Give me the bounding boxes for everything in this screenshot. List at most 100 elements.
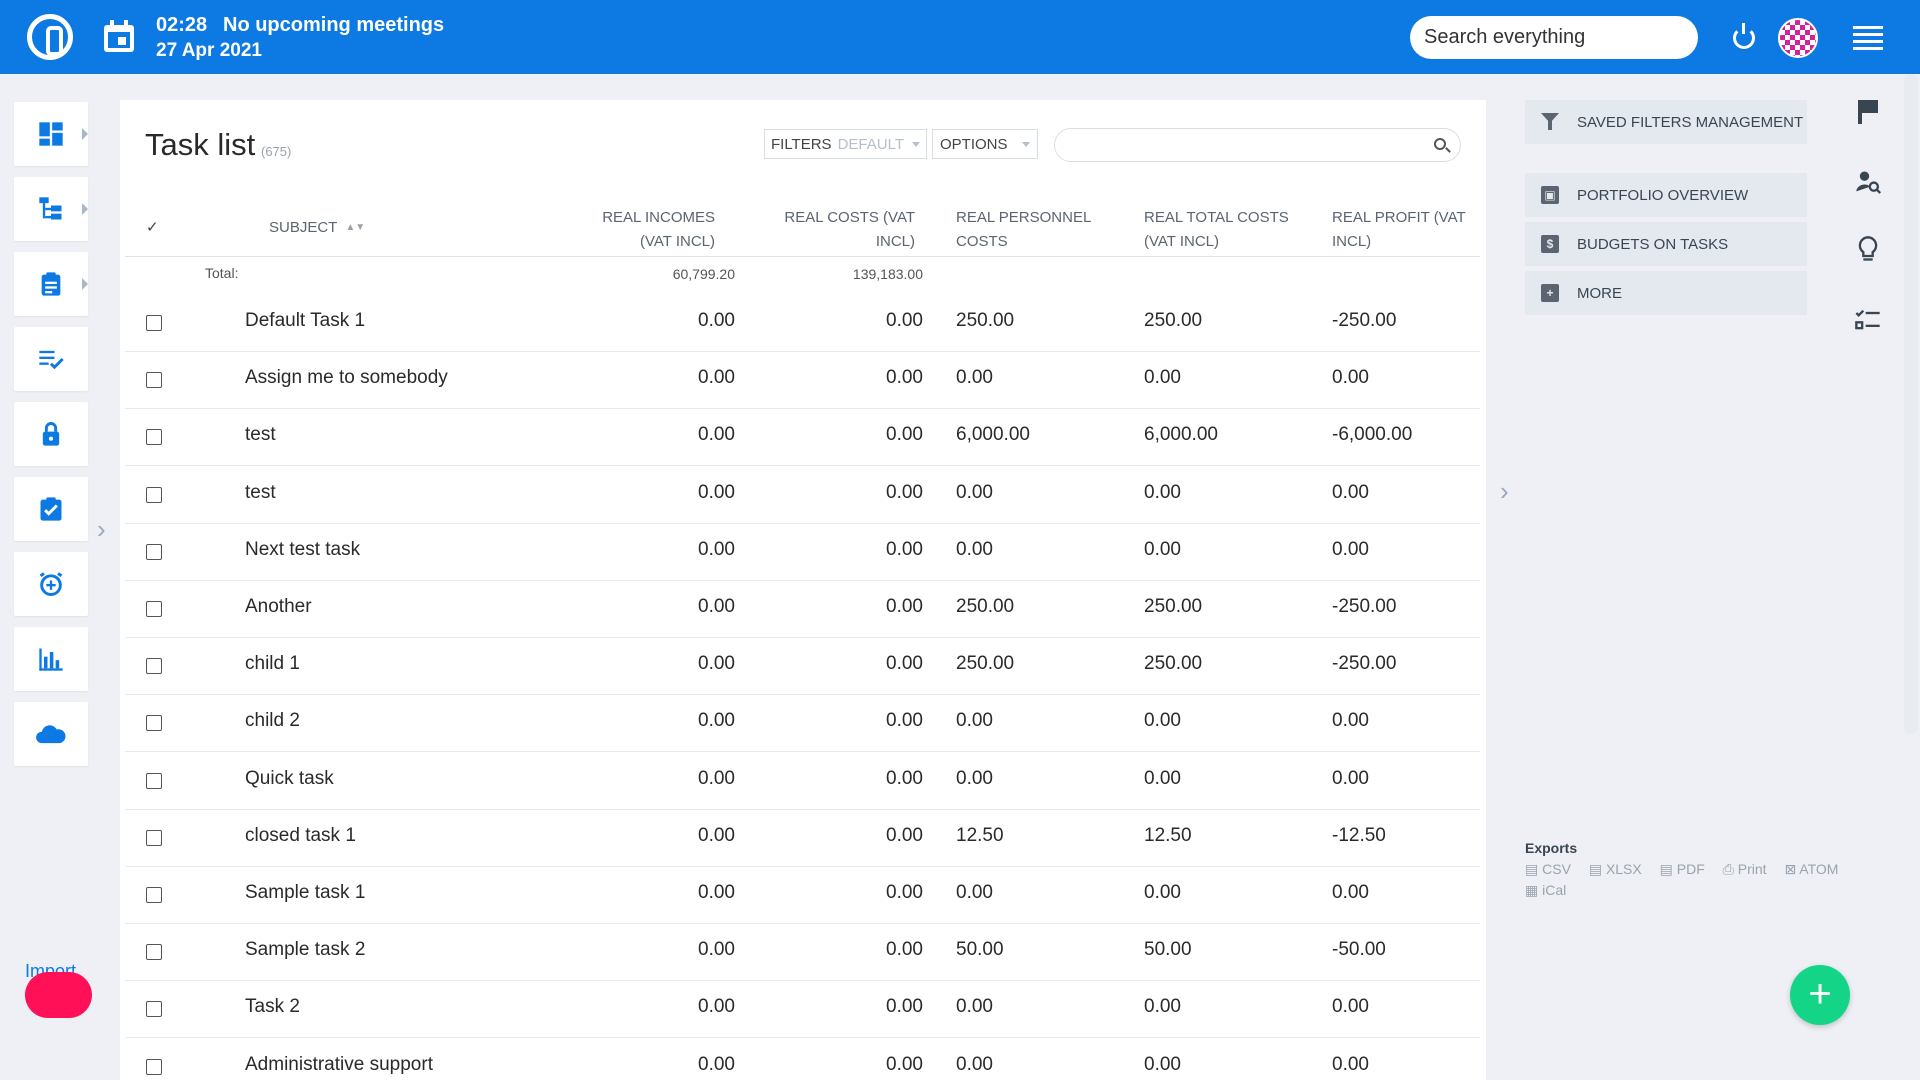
nav-dashboard[interactable]	[14, 102, 88, 166]
search-icon[interactable]	[1434, 138, 1446, 150]
user-search-icon[interactable]	[1854, 168, 1882, 196]
table-row[interactable]: Another 0.00 0.00 250.00 250.00 -250.00	[125, 580, 1480, 638]
select-all-checkbox[interactable]: ✓	[146, 219, 159, 236]
table-row[interactable]: Task 2 0.00 0.00 0.00 0.00 0.00	[125, 980, 1480, 1039]
row-checkbox[interactable]	[146, 1001, 162, 1018]
real-profit-cell: -6,000.00	[1332, 424, 1413, 446]
page-scrollbar[interactable]	[1904, 74, 1918, 734]
table-row[interactable]: child 1 0.00 0.00 250.00 250.00 -250.00	[125, 637, 1480, 696]
nav-cloud[interactable]	[14, 702, 88, 766]
table-row[interactable]: test 0.00 0.00 0.00 0.00 0.00	[125, 466, 1480, 524]
real-total-costs-cell: 0.00	[1144, 996, 1181, 1018]
nav-timer[interactable]	[14, 552, 88, 616]
meeting-status[interactable]: No upcoming meetings	[223, 14, 445, 36]
table-row[interactable]: Next test task 0.00 0.00 0.00 0.00 0.00	[125, 523, 1480, 581]
export-atom-link[interactable]: ⊠ ATOM	[1784, 861, 1839, 877]
real-incomes-cell: 0.00	[698, 424, 735, 446]
table-row[interactable]: closed task 1 0.00 0.00 12.50 12.50 -12.50	[125, 809, 1480, 867]
table-row[interactable]: Quick task 0.00 0.00 0.00 0.00 0.00	[125, 752, 1480, 810]
export-xlsx-link[interactable]: ▤ XLSX	[1588, 861, 1642, 877]
task-subject-link[interactable]: test	[245, 481, 276, 503]
table-row[interactable]: Default Task 1 0.00 0.00 250.00 250.00 -250.0…	[125, 294, 1480, 352]
nav-tasks[interactable]	[14, 252, 88, 316]
export-ical-link[interactable]: ▦ iCal	[1525, 882, 1567, 898]
task-subject-link[interactable]: Assign me to somebody	[245, 367, 448, 389]
table-row[interactable]: Sample task 2 0.00 0.00 50.00 50.00 -50.00	[125, 923, 1480, 982]
budgets-on-tasks-button[interactable]: $ BUDGETS ON TASKS	[1525, 222, 1807, 266]
table-row[interactable]: child 2 0.00 0.00 0.00 0.00 0.00	[125, 694, 1480, 753]
task-subject-link[interactable]: Default Task 1	[245, 310, 366, 331]
task-subject-link[interactable]: closed task 1	[245, 824, 356, 846]
saved-filters-button[interactable]: SAVED FILTERS MANAGEMENT	[1525, 100, 1807, 144]
task-subject-link[interactable]: Sample task 1	[245, 882, 366, 903]
checklist-icon[interactable]	[1854, 306, 1882, 334]
power-icon[interactable]	[1733, 23, 1755, 49]
row-checkbox[interactable]	[146, 429, 162, 446]
exports-title: Exports	[1525, 840, 1578, 856]
export-csv-link[interactable]: ▤ CSV	[1525, 861, 1571, 877]
real-profit-cell: -250.00	[1332, 653, 1397, 675]
column-subject[interactable]: SUBJECT ▲▼	[269, 216, 365, 240]
row-checkbox[interactable]	[146, 715, 162, 732]
task-subject-link[interactable]: Administrative support	[245, 1053, 433, 1075]
real-costs-cell: 0.00	[886, 424, 923, 446]
import-button[interactable]	[25, 972, 92, 1018]
column-real-costs[interactable]: REAL COSTS (VAT INCL)	[784, 209, 915, 250]
lightbulb-icon[interactable]	[1854, 235, 1882, 263]
expand-sidebar-chevron-icon[interactable]: ›	[97, 514, 106, 544]
expand-panel-chevron-icon[interactable]: ›	[1500, 476, 1509, 506]
sort-icon[interactable]: ▲▼	[345, 222, 366, 233]
task-subject-link[interactable]: Next test task	[245, 538, 361, 560]
task-subject-link[interactable]: Sample task 2	[245, 939, 366, 961]
calendar-icon[interactable]	[104, 20, 134, 52]
current-time: 02:28	[156, 14, 208, 36]
nav-checklist[interactable]	[14, 327, 88, 391]
real-costs-cell: 0.00	[886, 1053, 923, 1075]
row-checkbox[interactable]	[146, 887, 162, 903]
table-row[interactable]: Sample task 1 0.00 0.00 0.00 0.00 0.00	[125, 866, 1480, 924]
nav-assigned-tasks[interactable]	[14, 477, 88, 541]
saved-filters-label: SAVED FILTERS MANAGEMENT	[1577, 113, 1804, 131]
row-checkbox[interactable]	[146, 1058, 162, 1075]
logo-icon[interactable]	[27, 14, 73, 60]
task-subject-link[interactable]: child 2	[245, 710, 300, 732]
real-total-costs-cell: 250.00	[1144, 310, 1203, 331]
nav-projects[interactable]	[14, 177, 88, 241]
row-checkbox[interactable]	[146, 944, 162, 961]
row-checkbox[interactable]	[146, 658, 162, 675]
row-checkbox[interactable]	[146, 829, 162, 846]
column-real-profit[interactable]: REAL PROFIT (VAT INCL)	[1332, 209, 1466, 250]
task-subject-link[interactable]: Another	[245, 596, 312, 617]
task-subject-link[interactable]: child 1	[245, 653, 300, 675]
avatar[interactable]	[1778, 18, 1818, 58]
task-subject-link[interactable]: Quick task	[245, 767, 334, 789]
checklist-icon	[39, 350, 64, 370]
nav-security[interactable]	[14, 402, 88, 466]
table-search-input[interactable]	[1054, 128, 1461, 162]
task-subject-link[interactable]: Task 2	[245, 996, 300, 1018]
options-dropdown[interactable]: OPTIONS	[932, 129, 1038, 159]
export-print-link[interactable]: ⎙ Print	[1722, 861, 1767, 877]
filters-dropdown[interactable]: FILTERS DEFAULT	[764, 129, 927, 159]
global-search-input[interactable]	[1410, 16, 1698, 59]
column-real-incomes[interactable]: REAL INCOMES (VAT INCL)	[602, 209, 715, 250]
table-row[interactable]: test 0.00 0.00 6,000.00 6,000.00 -6,000.00	[125, 408, 1480, 467]
column-real-personnel-costs[interactable]: REAL PERSONNEL COSTS	[956, 209, 1091, 250]
column-real-total-costs[interactable]: REAL TOTAL COSTS (VAT INCL)	[1144, 209, 1289, 250]
row-checkbox[interactable]	[146, 601, 162, 617]
row-checkbox[interactable]	[146, 372, 162, 389]
task-subject-link[interactable]: test	[245, 424, 276, 446]
more-button[interactable]: + MORE	[1525, 271, 1807, 315]
nav-reports[interactable]	[14, 627, 88, 691]
row-checkbox[interactable]	[146, 543, 162, 560]
flag-icon[interactable]	[1858, 100, 1878, 124]
row-checkbox[interactable]	[146, 486, 162, 503]
portfolio-overview-button[interactable]: ▣ PORTFOLIO OVERVIEW	[1525, 173, 1807, 217]
export-pdf-link[interactable]: ▤ PDF	[1659, 861, 1705, 877]
table-row[interactable]: Administrative support 0.00 0.00 0.00 0.00 0.…	[125, 1038, 1480, 1080]
row-checkbox[interactable]	[146, 772, 162, 789]
row-checkbox[interactable]	[146, 315, 162, 331]
add-new-button[interactable]: +	[1790, 965, 1850, 1025]
table-row[interactable]: Assign me to somebody 0.00 0.00 0.00 0.00 0.0…	[125, 351, 1480, 410]
hamburger-menu-icon[interactable]	[1853, 26, 1883, 50]
